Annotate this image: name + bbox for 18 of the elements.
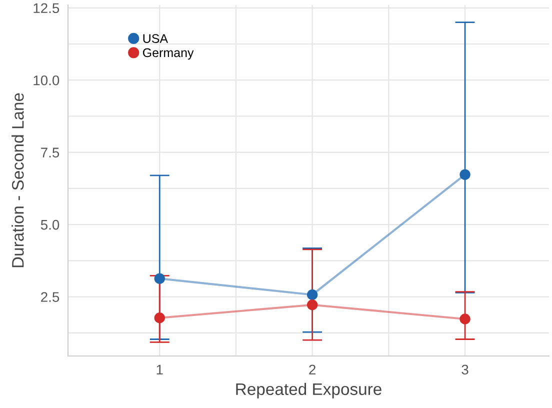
y-tick-label: 10.0 — [34, 75, 60, 86]
x-tick-label: 1 — [156, 364, 163, 374]
x-axis-title: Repeated Exposure — [236, 382, 382, 398]
point — [306, 300, 318, 310]
point — [154, 273, 165, 284]
x-tick-label: 3 — [462, 364, 468, 375]
legend-label: Germany — [142, 48, 194, 60]
y-tick-label: 5.0 — [40, 220, 60, 230]
y-tick-label: 7.5 — [41, 148, 60, 158]
y-axis-title: Duration - Second Lane — [12, 93, 24, 268]
y-tick-label: 12.5 — [34, 3, 60, 14]
point — [306, 289, 318, 300]
x-tick-label: 2 — [309, 364, 316, 374]
point — [460, 169, 470, 180]
point — [154, 312, 165, 324]
point — [460, 314, 470, 324]
legend-label: USA — [143, 34, 168, 43]
y-tick-label: 2.5 — [41, 292, 60, 302]
